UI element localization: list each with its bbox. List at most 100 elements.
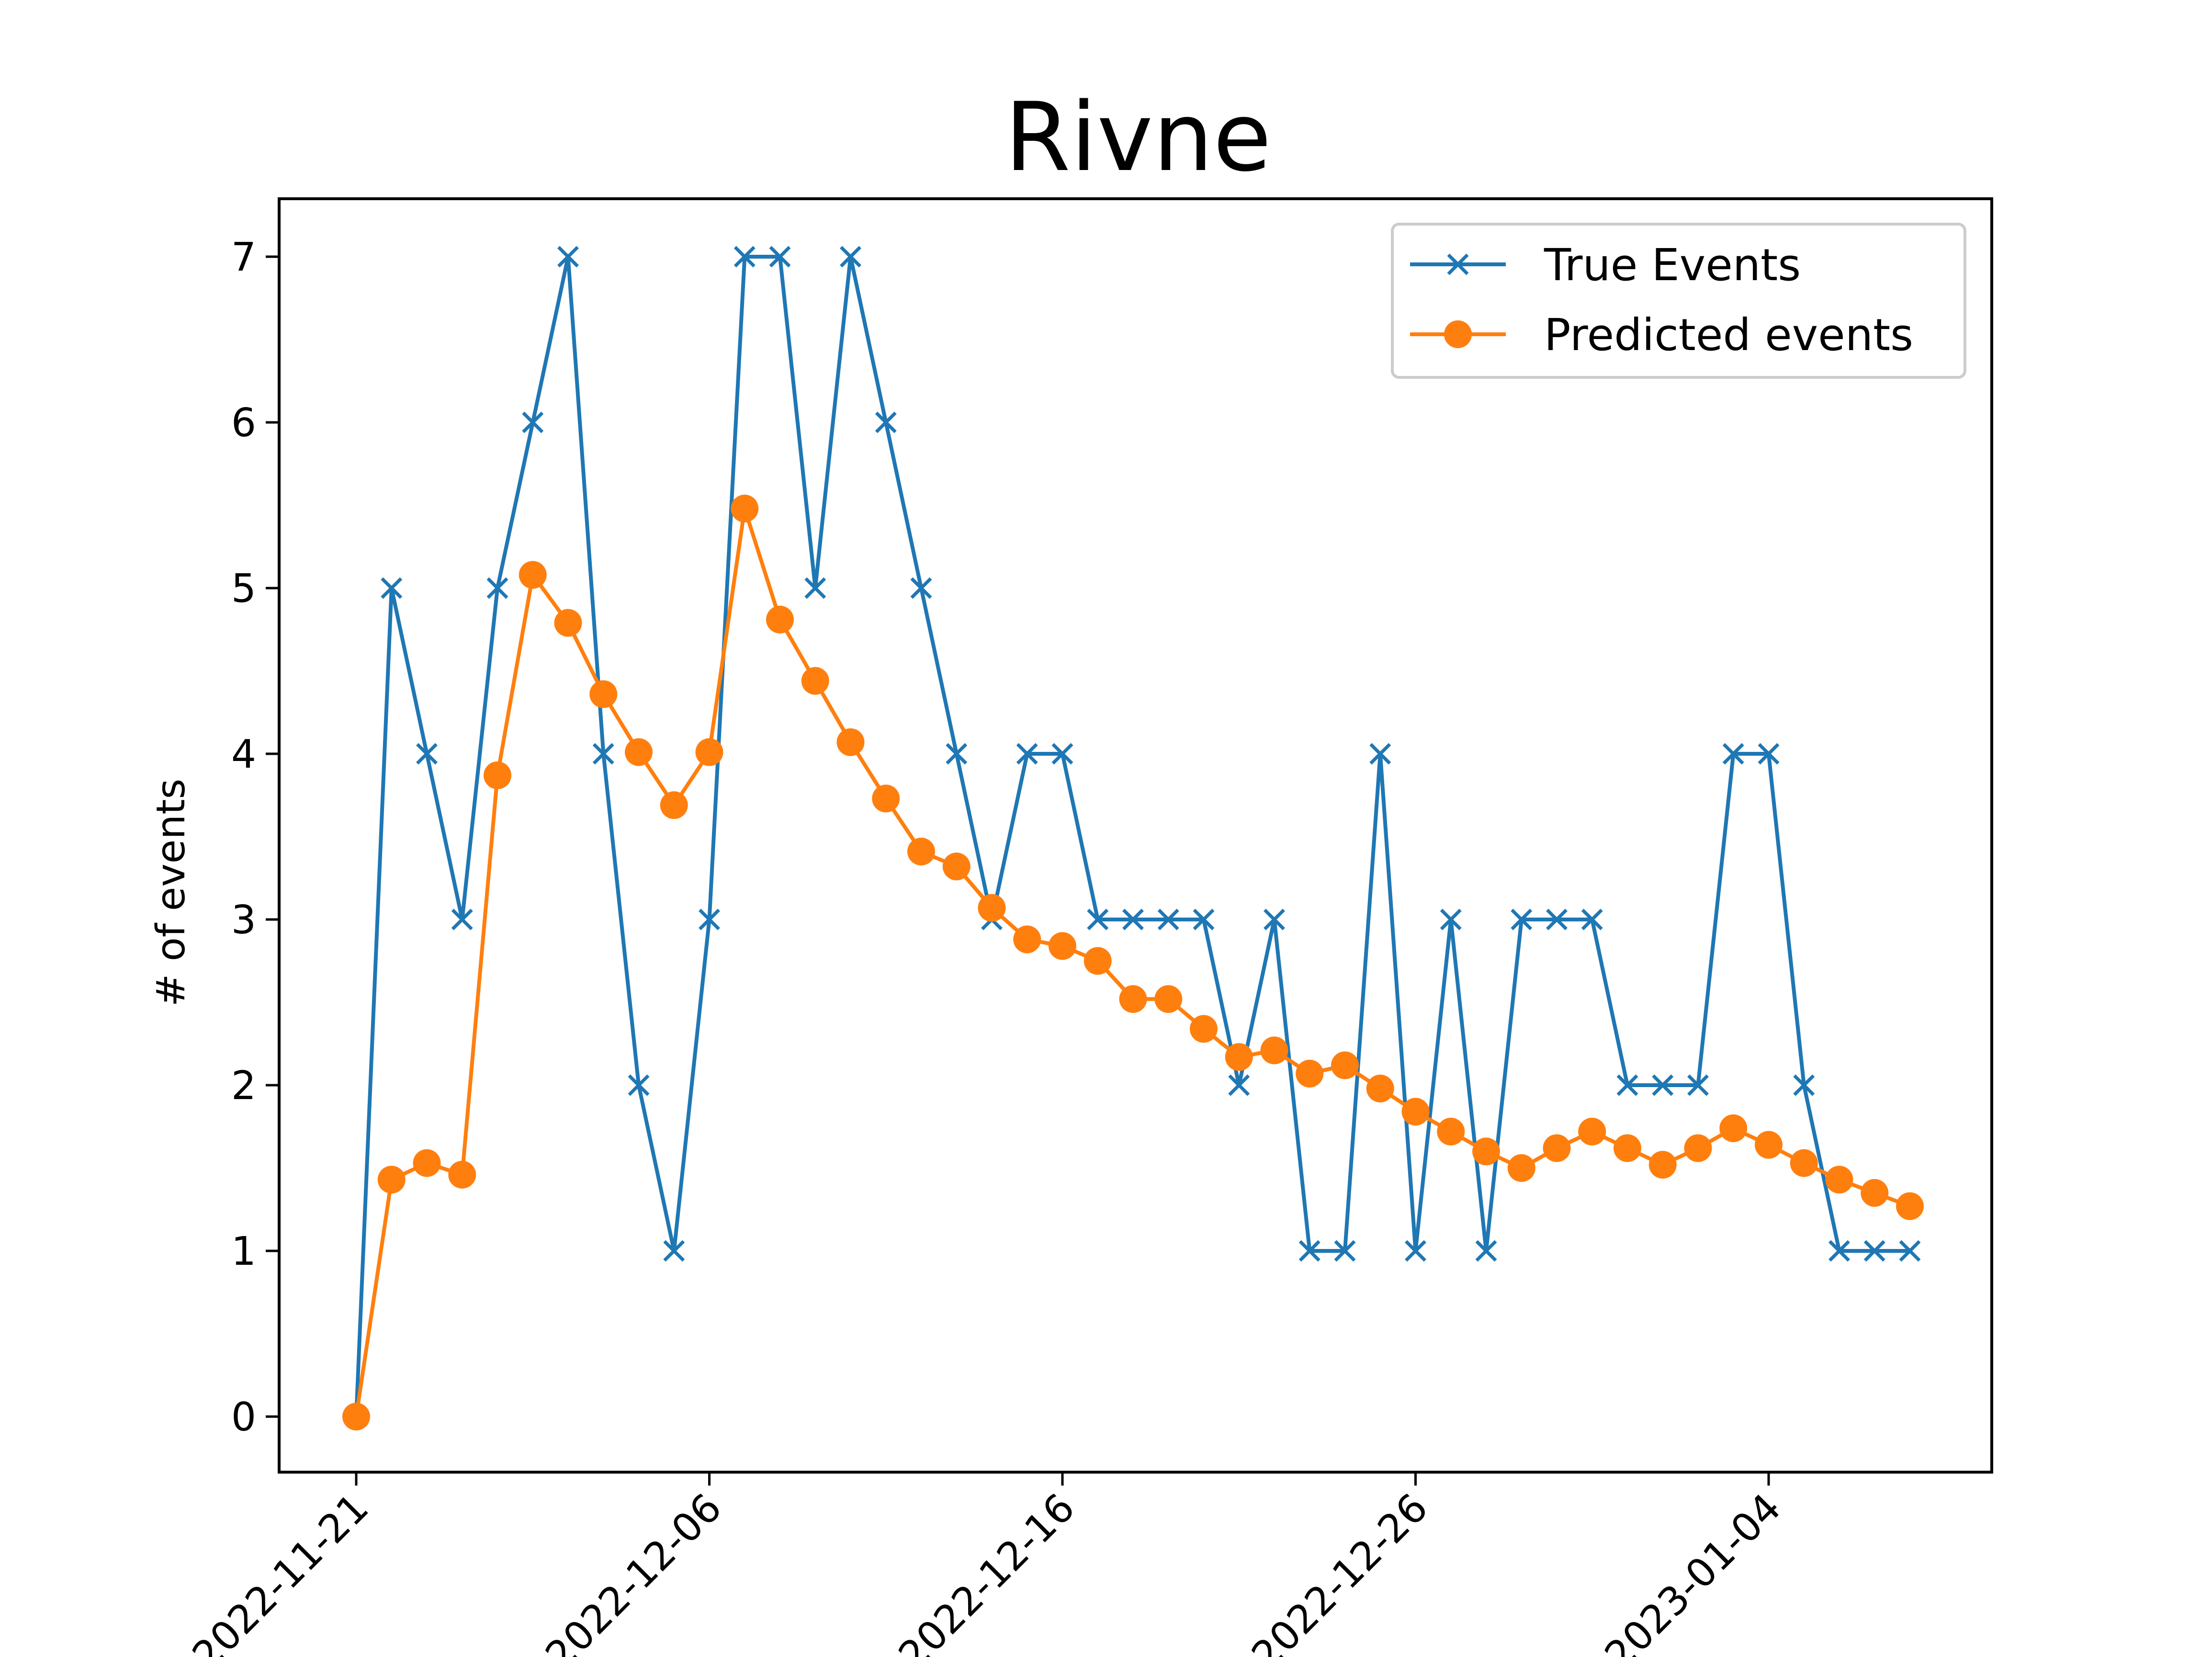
data-point-circle xyxy=(1331,1051,1359,1079)
y-tick-label: 7 xyxy=(231,235,256,280)
y-tick-label: 1 xyxy=(231,1229,256,1274)
legend-item: True Events xyxy=(1410,239,1801,291)
legend: True Events Predicted events xyxy=(1391,223,1966,379)
data-point-x xyxy=(804,577,826,599)
data-point-x xyxy=(522,411,544,433)
data-point-circle xyxy=(872,784,900,813)
data-point-x xyxy=(1334,1240,1356,1262)
chart-title: Rivne xyxy=(1004,82,1271,193)
data-point-x xyxy=(592,743,614,765)
data-point-circle xyxy=(942,852,971,881)
y-tick-label: 5 xyxy=(231,566,256,612)
data-point-x xyxy=(840,246,861,268)
data-point-x xyxy=(1157,908,1179,931)
y-tick-label: 3 xyxy=(231,897,256,943)
legend-label: True Events xyxy=(1544,239,1801,291)
legend-item: Predicted events xyxy=(1410,309,1913,361)
data-point-circle xyxy=(589,680,618,708)
data-point-circle xyxy=(413,1149,441,1177)
data-point-x xyxy=(451,908,473,931)
data-point-x xyxy=(628,1074,650,1096)
data-point-x xyxy=(1369,743,1391,765)
y-axis-ticks: 0 1 2 3 4 5 6 7 xyxy=(231,235,279,1440)
data-point-x xyxy=(1405,1240,1426,1262)
y-tick-label: 4 xyxy=(231,732,256,777)
data-point-x xyxy=(1051,743,1073,765)
data-point-circle xyxy=(660,791,688,819)
data-point-circle xyxy=(695,738,723,766)
legend-label: Predicted events xyxy=(1544,309,1913,361)
data-point-x xyxy=(1087,908,1109,931)
data-point-circle xyxy=(1755,1131,1783,1159)
data-point-x xyxy=(1475,1240,1497,1262)
legend-items: True Events Predicted events xyxy=(1410,239,1913,361)
y-tick-label: 0 xyxy=(231,1395,256,1440)
data-point-x xyxy=(875,411,897,433)
data-point-circle xyxy=(1472,1137,1500,1166)
plot-frame xyxy=(278,197,1993,1474)
data-point-x xyxy=(1616,1074,1638,1096)
data-point-circle xyxy=(377,1166,406,1194)
data-point-x xyxy=(663,1240,685,1262)
data-point-circle xyxy=(1719,1114,1748,1142)
data-point-x xyxy=(486,577,508,599)
data-point-x xyxy=(1652,1074,1674,1096)
data-point-circle xyxy=(1119,985,1147,1013)
data-point-circle xyxy=(625,738,653,766)
legend-box xyxy=(1391,223,1966,379)
data-point-circle xyxy=(1614,1134,1641,1162)
data-point-circle xyxy=(484,761,511,789)
data-point-circle xyxy=(1684,1134,1712,1162)
data-point-x xyxy=(1298,1240,1320,1262)
data-point-circle xyxy=(1861,1179,1889,1207)
data-point-circle xyxy=(1190,1015,1218,1043)
data-point-circle xyxy=(731,494,759,522)
data-point-circle xyxy=(1366,1074,1394,1102)
data-point-x xyxy=(1863,1240,1885,1262)
data-point-x xyxy=(1722,743,1744,765)
series-predicted-events xyxy=(342,494,1924,1430)
data-point-circle xyxy=(1083,947,1112,975)
data-point-x xyxy=(1828,1240,1850,1262)
data-point-x xyxy=(1511,908,1533,931)
data-point-circle xyxy=(1225,1043,1253,1071)
data-point-circle xyxy=(907,838,935,866)
data-point-x xyxy=(1193,908,1215,931)
data-point-circle xyxy=(1648,1151,1677,1179)
data-point-circle xyxy=(1896,1192,1924,1220)
data-point-x xyxy=(946,743,968,765)
data-point-circle xyxy=(836,728,865,756)
data-point-x xyxy=(1228,1074,1250,1096)
data-point-x xyxy=(699,908,720,931)
data-point-x xyxy=(1687,1074,1709,1096)
data-point-circle xyxy=(554,609,582,637)
legend-marker-x xyxy=(1447,253,1469,275)
data-point-circle xyxy=(1260,1036,1288,1065)
data-point-x xyxy=(1546,908,1568,931)
data-point-x xyxy=(1793,1074,1815,1096)
data-point-circle xyxy=(519,561,547,589)
data-point-circle xyxy=(1013,925,1041,953)
data-point-circle xyxy=(1790,1149,1818,1177)
data-point-circle xyxy=(1437,1117,1465,1146)
y-tick-label: 6 xyxy=(231,400,256,446)
data-point-x xyxy=(1581,908,1603,931)
data-point-circle xyxy=(1507,1154,1535,1182)
data-point-circle xyxy=(1543,1134,1571,1162)
data-point-x xyxy=(769,246,791,268)
data-point-circle xyxy=(1154,985,1183,1013)
data-point-circle xyxy=(1049,932,1076,960)
data-point-x xyxy=(416,743,438,765)
data-point-x xyxy=(910,577,932,599)
plot-area xyxy=(342,246,1924,1430)
data-point-circle xyxy=(978,894,1006,922)
data-point-circle xyxy=(766,605,794,634)
series-layer xyxy=(342,246,1924,1430)
data-point-circle xyxy=(801,667,829,695)
data-point-x xyxy=(1440,908,1462,931)
y-tick-label: 2 xyxy=(231,1063,256,1109)
data-point-circle xyxy=(1296,1059,1324,1088)
data-point-x xyxy=(1758,743,1780,765)
data-point-x xyxy=(1264,908,1285,931)
